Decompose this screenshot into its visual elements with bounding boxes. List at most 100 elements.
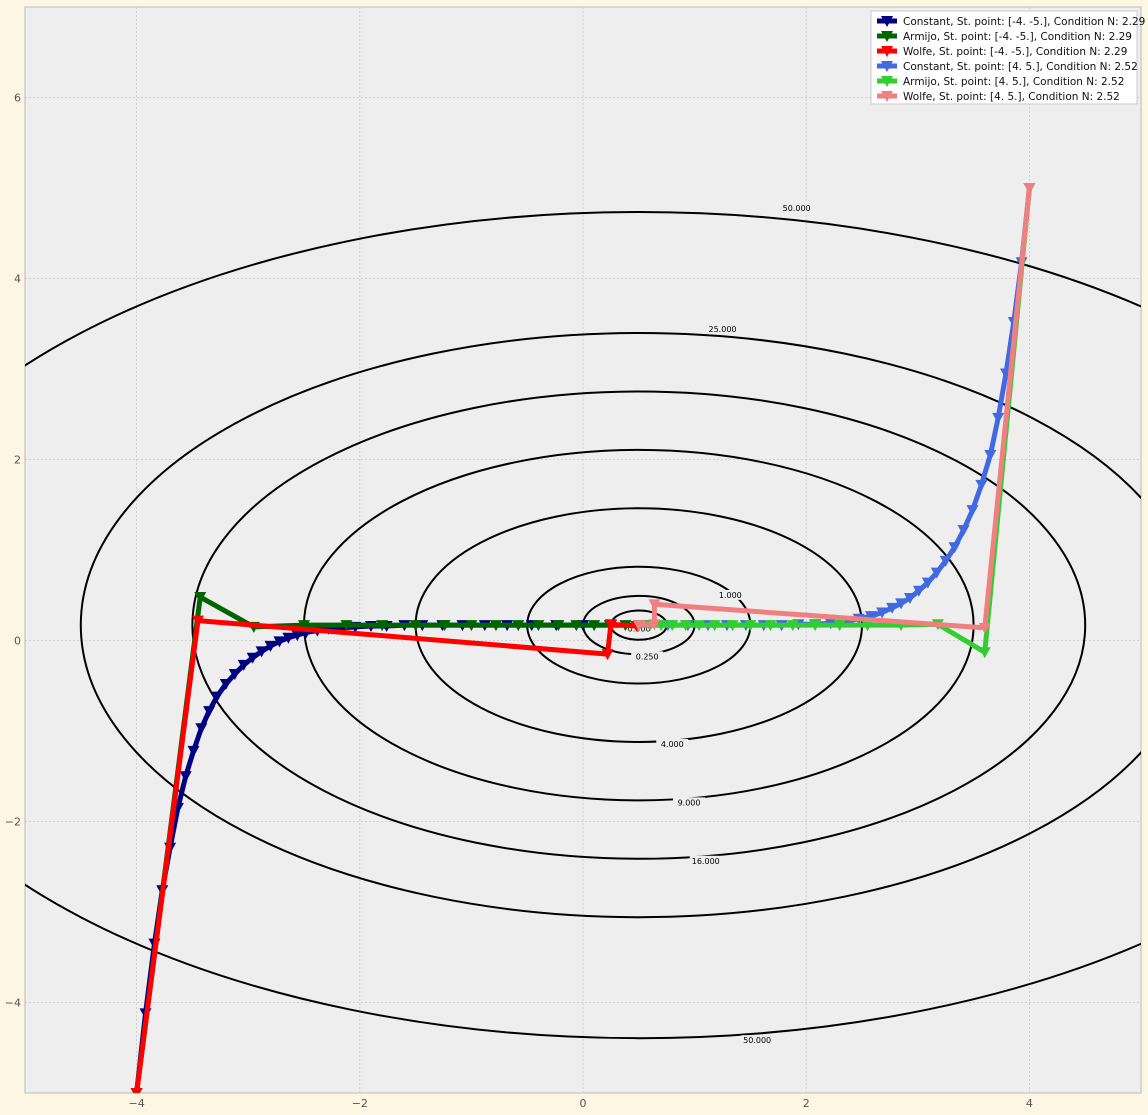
contour-label-bg bbox=[631, 651, 664, 662]
legend-label: Constant, St. point: [4. 5.], Condition … bbox=[903, 61, 1138, 73]
data-point-marker bbox=[726, 620, 739, 632]
legend-marker bbox=[881, 91, 893, 102]
x-tick-label: 2 bbox=[803, 1097, 810, 1110]
data-point-marker bbox=[861, 620, 874, 632]
contour-label-bg bbox=[714, 589, 747, 600]
data-point-marker bbox=[376, 620, 389, 632]
data-point-marker bbox=[195, 723, 208, 735]
data-point-marker bbox=[966, 505, 979, 517]
contour-label-bg bbox=[673, 797, 706, 808]
legend-label: Wolfe, St. point: [4. 5.], Condition N: … bbox=[903, 91, 1120, 103]
data-point-marker bbox=[273, 636, 286, 648]
contour-label: 9.000 bbox=[678, 798, 701, 807]
contour-label-bg bbox=[706, 324, 739, 335]
legend-marker bbox=[881, 46, 893, 57]
data-point-marker bbox=[921, 577, 934, 589]
x-tick-label: −4 bbox=[128, 1097, 144, 1110]
data-point-marker bbox=[1023, 183, 1036, 194]
data-point-marker bbox=[194, 592, 207, 604]
data-point-marker bbox=[228, 668, 241, 680]
data-point-marker bbox=[992, 412, 1005, 424]
data-point-marker bbox=[264, 640, 277, 652]
contour-label: 0.250 bbox=[636, 652, 659, 661]
legend-marker bbox=[881, 61, 893, 72]
y-tick-label: 6 bbox=[14, 92, 21, 105]
data-point-marker bbox=[648, 619, 661, 631]
data-point-marker bbox=[191, 615, 204, 627]
legend: Constant, St. point: [-4. -5.], Conditio… bbox=[870, 10, 1145, 105]
data-point-marker bbox=[648, 599, 661, 611]
data-point-marker bbox=[833, 620, 846, 632]
data-point-marker bbox=[570, 620, 583, 632]
data-point-marker bbox=[632, 620, 645, 632]
contour-label: 50.000 bbox=[783, 204, 811, 213]
data-point-marker bbox=[666, 620, 679, 632]
data-point-marker bbox=[246, 652, 259, 664]
data-point-marker bbox=[532, 620, 545, 632]
y-tick-label: −4 bbox=[5, 997, 21, 1010]
data-point-marker bbox=[903, 592, 916, 604]
data-point-marker bbox=[409, 620, 422, 632]
data-point-marker bbox=[708, 620, 721, 632]
data-point-marker bbox=[255, 646, 268, 658]
x-tick-label: −2 bbox=[352, 1097, 368, 1110]
data-point-marker bbox=[978, 622, 991, 634]
data-point-marker bbox=[764, 620, 777, 632]
contour-label: 4.000 bbox=[661, 740, 684, 749]
contour-label-bg bbox=[780, 203, 813, 214]
data-point-marker bbox=[744, 620, 757, 632]
contour-label: 50.000 bbox=[743, 1036, 771, 1045]
data-point-marker bbox=[179, 771, 192, 783]
y-tick-label: 4 bbox=[14, 273, 21, 286]
data-point-marker bbox=[912, 585, 925, 597]
y-tick-label: 0 bbox=[14, 635, 21, 648]
data-point-marker bbox=[957, 525, 970, 537]
legend-marker bbox=[881, 16, 893, 27]
data-point-marker bbox=[465, 620, 478, 632]
legend-marker bbox=[881, 76, 893, 87]
data-point-marker bbox=[282, 632, 295, 644]
contour-label: 1.000 bbox=[719, 591, 742, 600]
y-tick-label: 2 bbox=[14, 454, 21, 467]
legend-label: Constant, St. point: [-4. -5.], Conditio… bbox=[903, 16, 1145, 28]
contour-line bbox=[79, 332, 1141, 919]
contour-label-bg bbox=[741, 1035, 774, 1046]
legend-label: Armijo, St. point: [4. 5.], Condition N:… bbox=[903, 76, 1124, 88]
legend-box bbox=[870, 10, 1138, 105]
legend-label: Wolfe, St. point: [-4. -5.], Condition N… bbox=[903, 46, 1127, 58]
data-point-marker bbox=[886, 602, 899, 614]
data-point-marker bbox=[219, 678, 232, 690]
series-lines bbox=[130, 183, 1036, 1093]
data-point-marker bbox=[489, 620, 502, 632]
data-point-marker bbox=[948, 542, 961, 554]
data-point-marker bbox=[552, 620, 565, 632]
grid bbox=[25, 7, 1141, 1093]
axis-ticks: −4 −2 0 2 4 −4 −2 0 2 4 6 bbox=[5, 92, 1033, 1111]
data-point-marker bbox=[939, 555, 952, 567]
data-point-marker bbox=[298, 620, 310, 632]
data-point-marker bbox=[864, 611, 877, 623]
contour-label-bg bbox=[689, 855, 722, 866]
data-point-marker bbox=[187, 745, 200, 757]
series-5 bbox=[632, 183, 1036, 634]
data-point-marker bbox=[588, 620, 601, 632]
data-point-marker bbox=[876, 607, 889, 619]
contour-line bbox=[191, 390, 1087, 860]
contour-line bbox=[25, 211, 1141, 1040]
data-point-marker bbox=[895, 598, 908, 610]
data-point-marker bbox=[237, 659, 250, 671]
x-tick-label: 4 bbox=[1026, 1097, 1033, 1110]
legend-marker bbox=[881, 31, 893, 42]
data-point-marker bbox=[512, 620, 525, 632]
data-point-marker bbox=[291, 630, 304, 642]
data-point-marker bbox=[786, 620, 799, 632]
plot-area bbox=[24, 6, 1142, 1094]
x-tick-label: 0 bbox=[580, 1097, 587, 1110]
data-point-marker bbox=[693, 620, 706, 632]
data-point-marker bbox=[203, 706, 216, 718]
contour-label-bg bbox=[656, 738, 689, 749]
data-point-marker bbox=[975, 479, 988, 491]
data-point-marker bbox=[809, 620, 822, 632]
data-point-marker bbox=[601, 649, 614, 661]
